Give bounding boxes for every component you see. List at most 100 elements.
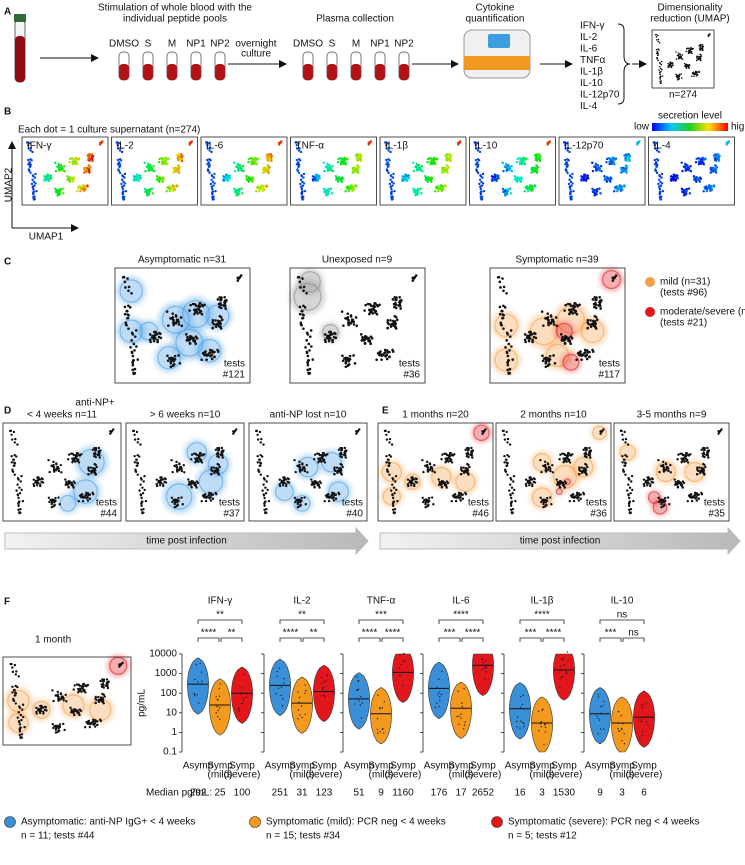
umap-dot [13,462,17,465]
umap-dot [36,476,39,479]
umap-dot [511,358,515,361]
umap-dot [426,160,429,164]
umap-dot [336,160,340,164]
umap-dot [170,458,173,462]
umap-dot [75,190,79,193]
violin-point [215,712,217,714]
umap-dot [441,168,444,171]
umap-dot [8,429,12,433]
umap-dot [17,508,20,511]
umap-dot [342,453,345,456]
umap-dot [546,496,549,500]
umap-dot [195,459,198,462]
umap-dot [682,192,686,195]
umap-dot [296,499,300,503]
umap-dot [145,194,149,197]
umap-dot [570,195,573,198]
umap-dot [151,334,154,338]
umap-dot [547,363,551,366]
violin-point [194,694,196,696]
plot-frame [558,136,646,206]
umap-dot [510,504,513,507]
umap-dot [599,432,602,435]
umap-dot [14,684,17,688]
pool-label: DMSO [109,39,139,50]
pool-label: DMSO [293,39,323,50]
umap-dot [630,480,633,483]
umap-dot [237,276,241,280]
umap-dot [595,296,598,299]
umap-dot [297,165,301,168]
umap-dot [352,354,355,357]
umap-dot [391,195,394,198]
umap-dot [673,478,676,481]
umap-dot [680,55,682,57]
umap-dot [324,194,328,197]
umap-plot [469,136,556,206]
umap-dot [460,468,463,471]
umap-dot [260,437,263,441]
umap-dot [98,699,101,702]
legend-label: mild (n=31) [660,277,710,288]
label: pg/mL [137,689,148,717]
umap-dot [533,154,537,157]
umap-dot [700,48,703,50]
umap-dot [623,430,626,434]
brace [617,23,631,105]
umap-dot [656,57,658,60]
umap-dot [717,156,720,159]
umap-dot [411,279,415,282]
umap-dot [575,494,578,497]
tests-label: #36 [590,509,607,520]
umap-dot [296,169,299,172]
umap-dot [718,430,721,433]
umap-dot [349,315,353,318]
umap-dot [64,693,67,697]
umap-dot [579,350,582,353]
umap-dot [177,164,181,168]
umap-dot [499,286,502,289]
umap-dot [414,477,418,480]
umap-dot [599,165,603,168]
umap-dot [96,723,99,727]
umap-dot [280,479,284,483]
umap-dot [134,177,138,180]
umap-dot [426,180,429,183]
tests-label: tests [96,498,117,509]
label: secretion level [658,111,722,122]
umap-dot [214,448,218,451]
umap-dot [157,160,161,164]
umap-dot [236,165,239,168]
umap-dot [23,725,26,729]
umap-dot [482,430,485,433]
umap-dot [547,359,551,363]
umap-dot [384,355,387,358]
umap-dot [210,468,213,471]
umap-dot [441,171,444,174]
umap-dot [210,466,213,469]
umap-dot [627,477,630,480]
umap-dot [622,458,626,461]
umap-dot [659,78,662,80]
umap-dot [72,713,76,716]
umap-dot [440,189,444,192]
umap-dot [582,177,585,180]
umap-dot [498,312,502,316]
umap-dot [563,341,567,345]
umap-dot [32,482,35,486]
umap-dot [357,153,360,156]
umap-dot [686,499,690,503]
umap-dot [331,340,334,344]
umap-dot [236,279,240,282]
umap-dot [94,463,97,467]
umap-dot [366,302,370,306]
umap-dot [363,309,366,312]
umap-dot [702,163,706,166]
umap-dot [685,189,688,193]
umap-dot [259,462,263,465]
umap-dot [691,495,694,498]
time-arrow-label: time post infection [520,536,601,547]
umap-dot [584,178,588,181]
umap-dot [672,64,674,67]
umap-dot [680,73,682,75]
